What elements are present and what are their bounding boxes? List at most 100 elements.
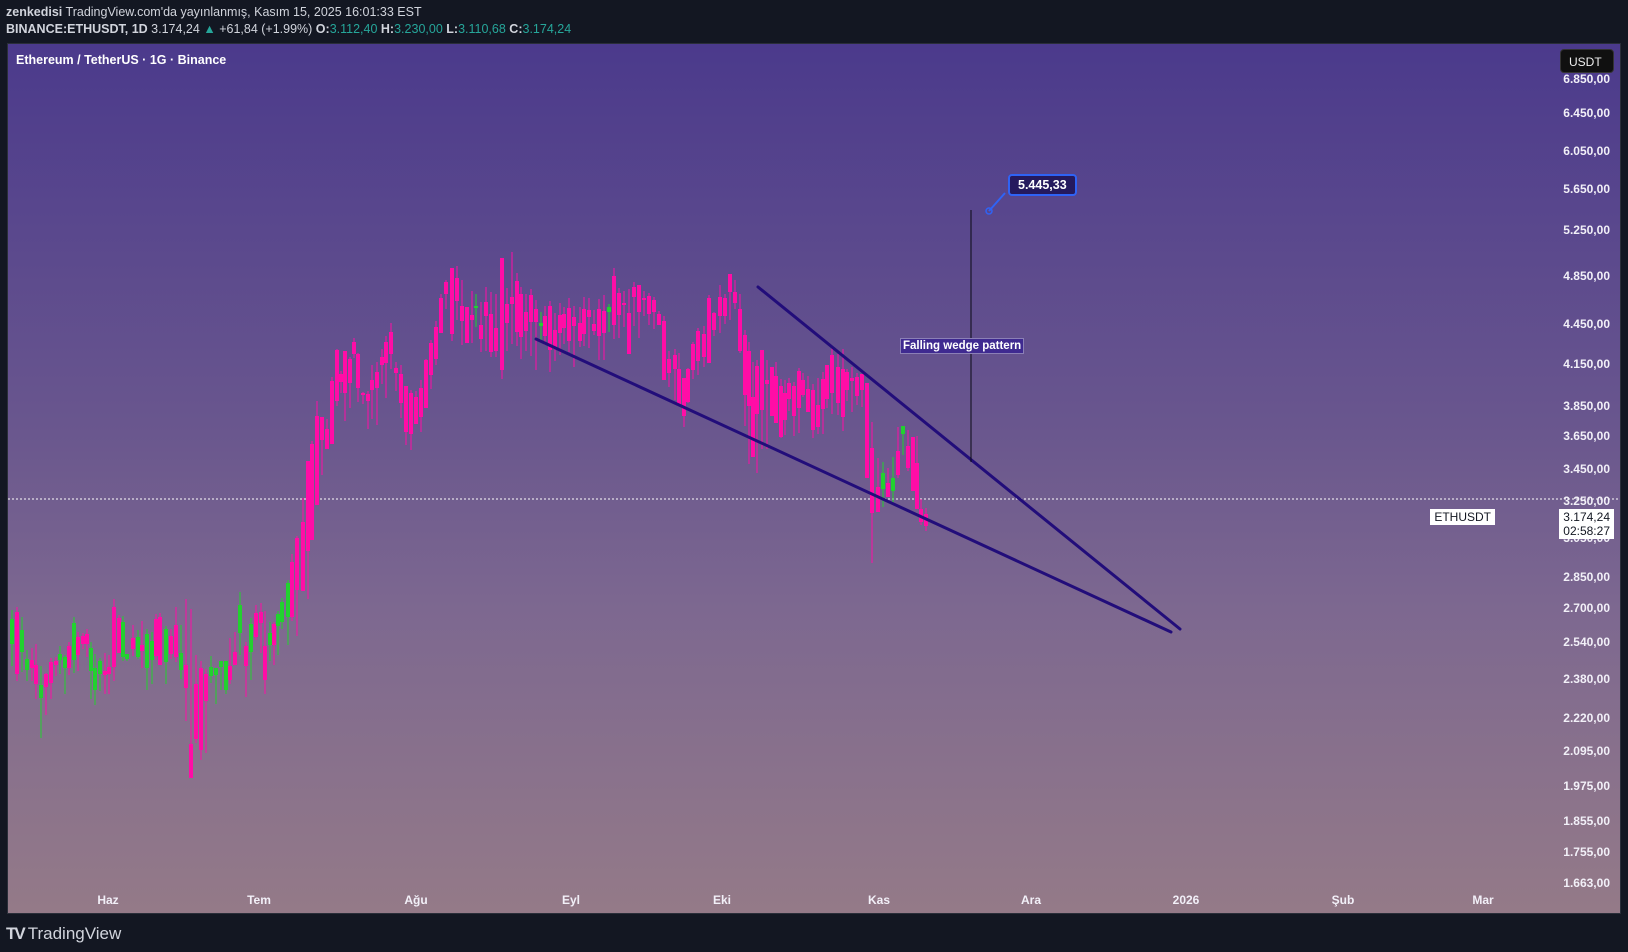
wedge-lower-line[interactable]	[534, 337, 1173, 634]
candle	[865, 383, 869, 478]
candle	[67, 642, 71, 675]
candle	[617, 288, 621, 338]
price-axis-label: 6.450,00	[1563, 106, 1610, 120]
candle	[286, 580, 290, 645]
author-name[interactable]: zenkedisi	[6, 5, 63, 19]
candle	[850, 367, 854, 412]
time-axis-label: Eki	[712, 893, 732, 907]
candle	[352, 338, 356, 358]
candle	[597, 299, 601, 360]
candle	[738, 294, 742, 353]
candle	[774, 362, 778, 423]
candle	[414, 391, 418, 424]
candle	[806, 376, 810, 412]
candle	[622, 291, 626, 327]
candle	[330, 377, 334, 444]
candle	[770, 367, 774, 416]
candle	[811, 384, 815, 438]
candle	[164, 626, 168, 684]
callout-pointer	[988, 192, 1006, 212]
pattern-label[interactable]: Falling wedge pattern	[900, 338, 1025, 354]
candle	[830, 346, 834, 414]
price-axis-label: 2.380,00	[1563, 672, 1610, 686]
candle	[174, 607, 178, 662]
candle	[389, 323, 393, 369]
candle	[30, 648, 34, 681]
candle	[295, 536, 299, 636]
candle	[204, 669, 208, 753]
candle	[587, 298, 591, 348]
candle	[356, 353, 360, 402]
price-axis-label: 2.095,00	[1563, 744, 1610, 758]
price-axis-label: 4.450,00	[1563, 317, 1610, 331]
candle	[34, 644, 38, 699]
candle	[886, 468, 890, 497]
candle	[254, 605, 258, 640]
candle	[290, 554, 294, 621]
candle	[384, 336, 388, 398]
candle	[54, 657, 58, 676]
candle	[20, 617, 24, 672]
price-chart[interactable]: Ethereum / TetherUS · 1G · Binance USDT …	[7, 43, 1621, 914]
candle	[657, 311, 661, 325]
time-axis-label: 2026	[1172, 893, 1200, 907]
time-axis-label: Eyl	[561, 893, 581, 907]
candle	[49, 658, 53, 699]
candle	[801, 373, 805, 397]
price-axis-label: 6.850,00	[1563, 72, 1610, 86]
candle	[728, 274, 732, 320]
candlestick-plot[interactable]	[8, 44, 1621, 914]
bar-countdown: 02:58:27	[1563, 524, 1610, 538]
candle	[539, 312, 543, 340]
candle	[249, 618, 253, 680]
publish-info: zenkedisi TradingView.com'da yayınlanmış…	[6, 5, 422, 19]
candle	[543, 306, 547, 345]
currency-button[interactable]: USDT	[1560, 49, 1614, 73]
candle	[755, 360, 759, 473]
open-label: O:	[315, 22, 330, 36]
candle	[233, 632, 237, 665]
candle	[836, 354, 840, 415]
candle	[409, 390, 413, 450]
candle	[263, 611, 267, 694]
current-price: 3.174,24	[1563, 510, 1610, 524]
low-label: L:	[446, 22, 459, 36]
candle	[792, 382, 796, 436]
price-axis-label: 1.755,00	[1563, 845, 1610, 859]
candle	[524, 294, 528, 351]
candle	[394, 362, 398, 391]
candle	[751, 362, 755, 457]
price-axis-label: 2.850,00	[1563, 570, 1610, 584]
candle	[743, 330, 747, 426]
candle	[821, 372, 825, 434]
candle	[855, 373, 859, 405]
candle	[860, 374, 864, 407]
candle	[259, 603, 263, 653]
candle	[919, 499, 923, 525]
close-label: C:	[509, 22, 523, 36]
target-price-callout[interactable]: 5.445,33	[1008, 174, 1077, 196]
candle	[320, 417, 324, 475]
candle	[558, 303, 562, 355]
candle	[339, 371, 343, 393]
candle	[779, 379, 783, 438]
candle	[534, 300, 538, 370]
candle	[783, 380, 787, 435]
candle	[280, 598, 284, 629]
candle	[103, 653, 107, 694]
candle	[460, 280, 464, 345]
candle	[510, 252, 514, 344]
candle	[348, 357, 352, 408]
tradingview-logo[interactable]: TV TradingView	[6, 924, 121, 944]
candle	[228, 638, 232, 684]
wedge-upper-line[interactable]	[756, 285, 1182, 631]
callout-anchor-icon[interactable]	[985, 207, 993, 215]
candle	[696, 328, 700, 375]
candle	[702, 326, 706, 367]
price-axis-label: 2.540,00	[1563, 635, 1610, 649]
candle	[58, 646, 62, 674]
price-axis-label: 1.975,00	[1563, 779, 1610, 793]
price-axis-label: 4.150,00	[1563, 357, 1610, 371]
candle	[268, 622, 272, 661]
price-axis-label: 5.650,00	[1563, 182, 1610, 196]
